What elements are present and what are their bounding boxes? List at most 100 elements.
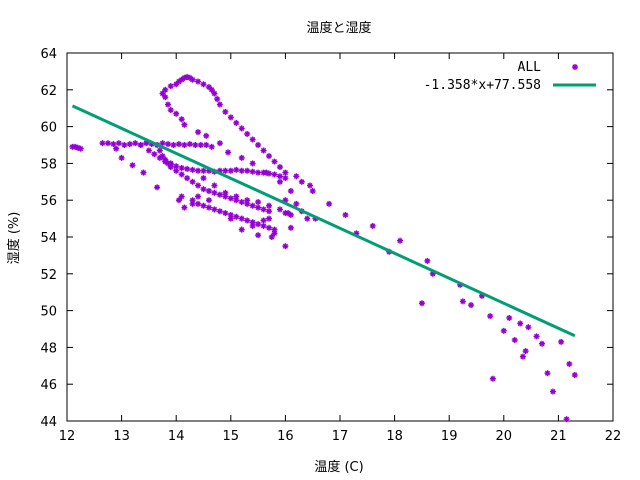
data-point — [558, 338, 565, 345]
data-point — [178, 171, 185, 178]
data-point — [293, 173, 300, 180]
data-point — [249, 160, 256, 167]
x-tick-label: 18 — [386, 429, 403, 444]
data-point — [238, 167, 245, 174]
data-point — [563, 416, 570, 423]
data-point — [266, 202, 273, 209]
data-point — [233, 119, 240, 126]
data-point — [200, 167, 207, 174]
data-point — [519, 353, 526, 360]
data-point — [266, 208, 273, 215]
data-point — [260, 217, 267, 224]
fit-line-series — [71, 104, 576, 338]
data-point — [178, 165, 185, 171]
data-point — [238, 154, 245, 161]
data-point — [244, 130, 251, 137]
y-axis-ticks: 44 46 48 50 52 54 56 58 60 62 64 — [40, 47, 613, 430]
y-tick-label: 48 — [40, 341, 57, 356]
x-tick-label: 22 — [605, 429, 622, 444]
data-point — [184, 165, 191, 172]
data-point — [195, 193, 202, 200]
plot-border — [66, 52, 614, 422]
data-point — [249, 168, 256, 175]
data-point — [137, 142, 144, 148]
data-point — [132, 140, 139, 147]
data-point — [227, 215, 234, 222]
data-point — [195, 200, 202, 207]
legend-star — [572, 64, 578, 70]
data-point — [276, 173, 283, 180]
data-point — [186, 141, 193, 148]
data-point — [255, 199, 262, 206]
data-point — [156, 147, 163, 154]
data-point — [165, 141, 172, 148]
data-point — [222, 189, 229, 196]
data-point — [487, 313, 494, 320]
data-point — [238, 215, 245, 222]
data-point — [304, 215, 311, 222]
x-tick-label: 17 — [332, 429, 349, 444]
data-point — [195, 78, 202, 85]
data-point — [165, 101, 172, 108]
data-point — [282, 175, 289, 182]
data-point — [77, 145, 84, 152]
data-point — [189, 178, 196, 185]
data-point — [173, 167, 180, 174]
y-axis-label: 湿度 (%) — [6, 212, 22, 265]
data-point — [216, 191, 223, 198]
y-tick-label: 52 — [40, 268, 57, 283]
data-point — [200, 202, 207, 209]
data-point — [539, 340, 546, 347]
data-point — [255, 221, 262, 228]
data-point — [255, 204, 262, 211]
data-point — [255, 232, 262, 239]
data-point — [189, 76, 196, 83]
data-point — [167, 83, 174, 90]
data-point — [208, 143, 215, 150]
data-point — [126, 141, 133, 148]
data-point — [342, 211, 349, 218]
y-tick-label: 54 — [40, 231, 57, 246]
data-point — [227, 114, 234, 121]
data-point — [118, 154, 125, 161]
data-point — [195, 182, 202, 189]
data-point — [222, 210, 229, 217]
data-point — [159, 153, 166, 160]
data-point — [549, 388, 556, 395]
data-point — [271, 230, 278, 237]
data-point — [145, 147, 152, 154]
data-point — [517, 320, 524, 327]
data-point — [544, 370, 551, 377]
legend-marker-all — [572, 64, 578, 70]
data-point — [129, 162, 136, 169]
data-point — [216, 101, 223, 108]
data-point — [175, 141, 182, 148]
legend-label-fit: -1.358*x+77.558 — [424, 78, 541, 93]
data-point — [459, 298, 466, 305]
data-point — [271, 171, 278, 178]
data-point — [369, 222, 376, 229]
data-point — [511, 337, 518, 344]
x-tick-label: 16 — [277, 429, 294, 444]
data-point — [181, 204, 188, 211]
legend-label-all: ALL — [518, 60, 542, 75]
data-point — [222, 108, 229, 115]
data-point — [397, 237, 404, 244]
data-point — [418, 300, 425, 307]
data-point — [285, 210, 292, 217]
data-point — [249, 222, 256, 229]
plot-frame — [66, 52, 614, 422]
data-point — [506, 314, 513, 321]
data-point — [181, 142, 188, 148]
data-point — [266, 215, 273, 222]
data-point — [282, 169, 289, 176]
data-point — [255, 142, 262, 148]
data-point — [522, 348, 529, 355]
y-tick-label: 44 — [40, 415, 57, 430]
data-point — [104, 140, 111, 147]
data-point — [238, 199, 245, 206]
data-point — [233, 193, 240, 200]
data-point — [271, 158, 278, 165]
data-point — [276, 178, 283, 185]
